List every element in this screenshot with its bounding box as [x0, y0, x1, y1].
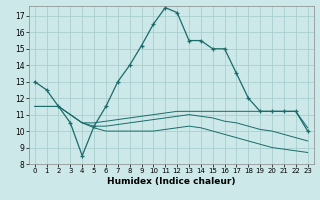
- X-axis label: Humidex (Indice chaleur): Humidex (Indice chaleur): [107, 177, 236, 186]
